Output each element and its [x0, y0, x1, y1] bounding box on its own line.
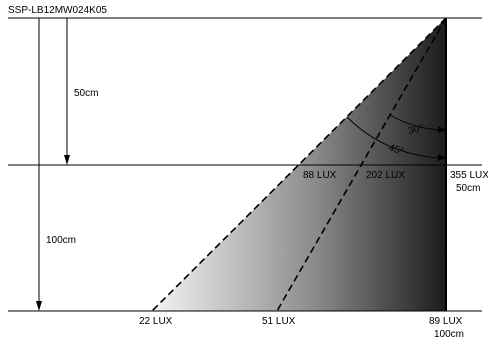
lux-100cm-center: 89 LUX: [429, 316, 463, 327]
arrow-head-50cm: [64, 155, 70, 165]
angle-label-45: 45°: [387, 142, 405, 157]
distance-label-100cm: 100cm: [46, 235, 76, 246]
distance-100cm-right: 100cm: [434, 329, 464, 340]
angle-arc-45: [346, 116, 447, 159]
distance-label-50cm: 50cm: [74, 88, 98, 99]
arrow-head-100cm: [36, 301, 42, 311]
model-title: SSP-LB12MW024K05: [8, 5, 107, 16]
lux-50cm-center: 355 LUX: [450, 170, 488, 181]
lux-100cm-edge: 22 LUX: [139, 316, 173, 327]
beam-edge-45: [151, 17, 447, 312]
angle-arc-30-arrow: [438, 126, 446, 133]
lux-100cm-mid: 51 LUX: [262, 316, 296, 327]
distance-50cm-right: 50cm: [456, 183, 480, 194]
lux-50cm-mid: 202 LUX: [366, 170, 405, 181]
angle-label-30: 30°: [407, 123, 424, 137]
lux-50cm-edge: 88 LUX: [303, 170, 337, 181]
angle-arc-45-arrow: [438, 154, 446, 161]
beam-edge-30: [276, 17, 447, 312]
